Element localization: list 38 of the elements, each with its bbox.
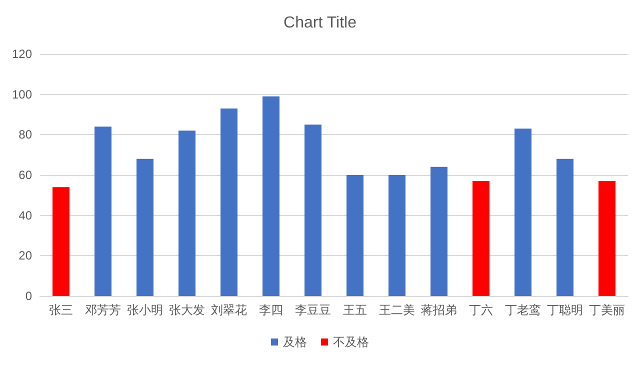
legend-label: 不及格 [333, 335, 369, 349]
bar [346, 175, 364, 296]
x-tick-label: 李豆豆 [295, 303, 331, 317]
bar [262, 96, 280, 296]
x-tick-label: 丁老鸾 [505, 303, 541, 317]
y-tick-label: 20 [18, 248, 32, 263]
y-tick-label: 100 [12, 87, 32, 102]
y-tick-label: 0 [25, 289, 32, 303]
bar [136, 158, 154, 296]
x-tick-label: 王二美 [379, 303, 415, 317]
chart-title: Chart Title [284, 14, 357, 32]
bar [52, 187, 70, 296]
bar [556, 158, 574, 296]
x-tick-label: 刘翠花 [211, 303, 247, 317]
x-tick-label: 李四 [259, 303, 283, 317]
y-tick-label: 120 [12, 47, 32, 61]
x-tick-label: 蒋招弟 [421, 303, 457, 317]
x-tick-label: 邓芳芳 [85, 303, 121, 317]
y-tick-label: 80 [18, 128, 32, 142]
y-tick-label: 60 [18, 168, 32, 182]
bar [94, 126, 112, 296]
bar [304, 124, 322, 296]
bar [514, 128, 532, 296]
x-tick-label: 丁美丽 [589, 303, 625, 317]
bar [472, 181, 490, 296]
x-tick-label: 王五 [343, 303, 367, 317]
x-tick-label: 丁六 [469, 303, 493, 317]
x-tick-label: 丁聪明 [547, 303, 583, 317]
bar [178, 130, 196, 296]
x-tick-label: 张三 [49, 303, 73, 317]
bar [598, 181, 616, 296]
bar [220, 108, 238, 296]
legend-label: 及格 [283, 335, 307, 349]
bar [388, 175, 406, 296]
x-tick-label: 张大发 [169, 303, 205, 317]
bar [430, 166, 448, 296]
y-tick-label: 40 [18, 208, 32, 222]
x-tick-label: 张小明 [127, 303, 163, 317]
